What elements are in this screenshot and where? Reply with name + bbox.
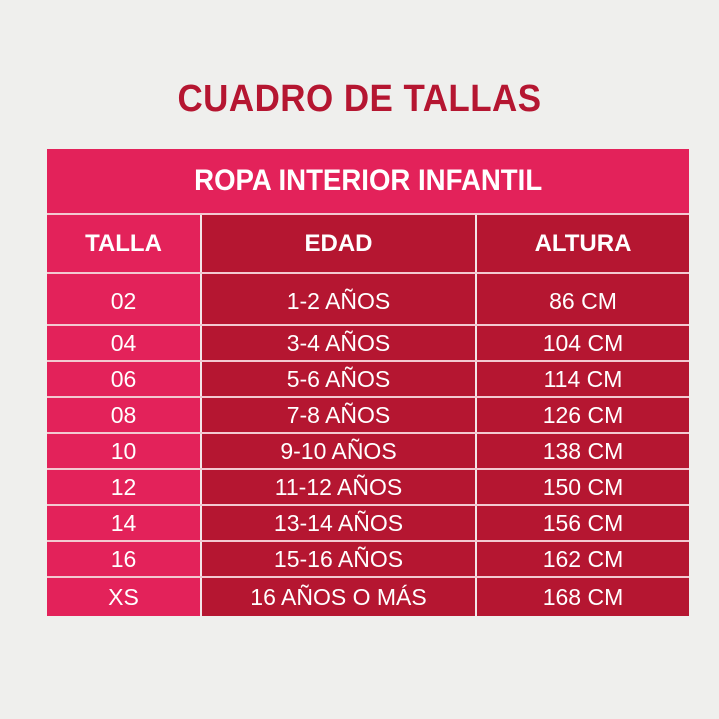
table-row: 16 15-16 AÑOS 162 CM <box>47 541 689 578</box>
table-caption-text: ROPA INTERIOR INFANTIL <box>193 164 543 197</box>
cell-talla: 02 <box>47 273 202 326</box>
cell-edad: 1-2 AÑOS <box>201 273 477 326</box>
cell-altura: 138 CM <box>476 433 689 470</box>
cell-edad: 5-6 AÑOS <box>201 361 477 398</box>
table-row: 04 3-4 AÑOS 104 CM <box>47 325 689 362</box>
table-caption: ROPA INTERIOR INFANTIL <box>47 149 689 215</box>
header-talla: TALLA <box>47 215 202 274</box>
cell-talla: 14 <box>47 505 202 542</box>
cell-altura: 114 CM <box>476 361 689 398</box>
cell-talla: 12 <box>47 469 202 506</box>
size-chart: ROPA INTERIOR INFANTIL TALLA EDAD ALTURA… <box>47 149 689 616</box>
cell-edad: 11-12 AÑOS <box>201 469 477 506</box>
size-table: TALLA EDAD ALTURA 02 1-2 AÑOS 86 CM 04 3… <box>47 215 689 616</box>
table-row: 08 7-8 AÑOS 126 CM <box>47 397 689 434</box>
cell-talla: 06 <box>47 361 202 398</box>
header-edad: EDAD <box>201 215 477 274</box>
cell-altura: 150 CM <box>476 469 689 506</box>
table-row: 02 1-2 AÑOS 86 CM <box>47 273 689 326</box>
cell-talla: 08 <box>47 397 202 434</box>
table-row: XS 16 AÑOS O MÁS 168 CM <box>47 577 689 616</box>
page-title: CUADRO DE TALLAS <box>177 78 542 120</box>
table-header-row: TALLA EDAD ALTURA <box>47 215 689 274</box>
cell-altura: 162 CM <box>476 541 689 578</box>
cell-altura: 168 CM <box>476 577 689 616</box>
cell-talla: XS <box>47 577 202 616</box>
cell-edad: 13-14 AÑOS <box>201 505 477 542</box>
table-row: 14 13-14 AÑOS 156 CM <box>47 505 689 542</box>
table-row: 06 5-6 AÑOS 114 CM <box>47 361 689 398</box>
cell-talla: 10 <box>47 433 202 470</box>
table-row: 12 11-12 AÑOS 150 CM <box>47 469 689 506</box>
cell-edad: 7-8 AÑOS <box>201 397 477 434</box>
cell-altura: 126 CM <box>476 397 689 434</box>
cell-edad: 16 AÑOS O MÁS <box>201 577 477 616</box>
cell-altura: 86 CM <box>476 273 689 326</box>
cell-talla: 16 <box>47 541 202 578</box>
cell-edad: 9-10 AÑOS <box>201 433 477 470</box>
cell-edad: 3-4 AÑOS <box>201 325 477 362</box>
cell-talla: 04 <box>47 325 202 362</box>
table-row: 10 9-10 AÑOS 138 CM <box>47 433 689 470</box>
cell-altura: 156 CM <box>476 505 689 542</box>
cell-edad: 15-16 AÑOS <box>201 541 477 578</box>
header-altura: ALTURA <box>476 215 689 274</box>
cell-altura: 104 CM <box>476 325 689 362</box>
